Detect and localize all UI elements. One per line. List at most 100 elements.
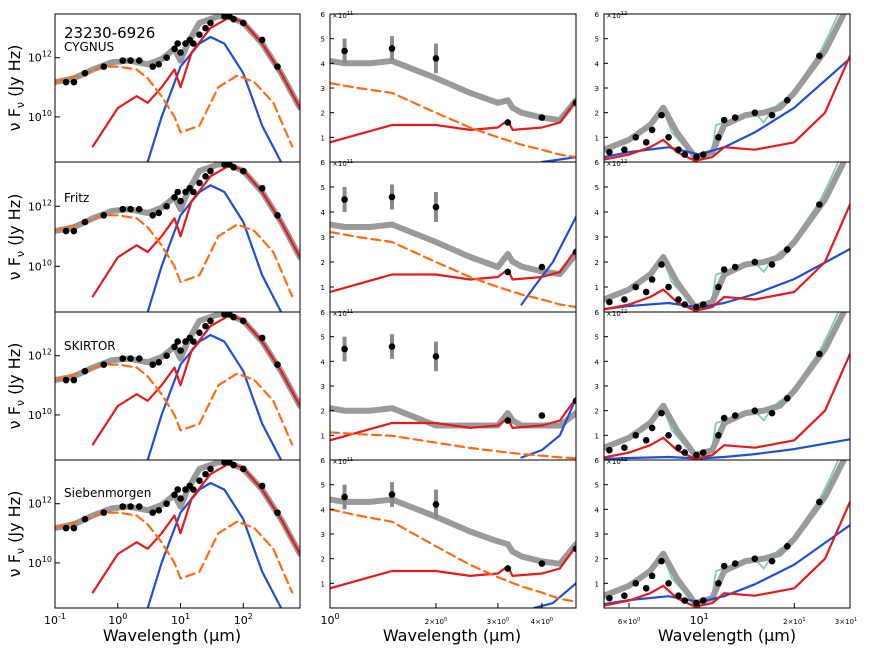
multiplier-label: ×1012 [606, 309, 627, 318]
data-point [119, 57, 127, 64]
y-tick-label: 1010 [28, 555, 52, 570]
data-point [632, 134, 640, 141]
data-point [149, 361, 156, 368]
data-point [127, 57, 134, 64]
multiplier-label: ×1012 [606, 457, 627, 466]
data-point [163, 500, 170, 508]
data-point [177, 495, 184, 502]
data-point [388, 491, 396, 498]
data-point [783, 543, 791, 550]
data-point [642, 436, 650, 444]
data-point [731, 560, 739, 567]
x-tick-label: 10-1 [44, 612, 66, 627]
data-point [675, 146, 682, 153]
data-point [388, 45, 396, 52]
data-point [230, 461, 237, 469]
panel-siebenmorgen-0 [55, 460, 300, 608]
data-point [221, 460, 228, 466]
data-point [163, 352, 170, 360]
data-point [240, 19, 247, 27]
data-point [135, 355, 143, 362]
data-point [388, 343, 396, 350]
data-point [174, 188, 181, 196]
data-point [174, 338, 181, 345]
y-tick-label: 3 [595, 85, 599, 93]
x-tick-label: 3×100 [487, 617, 509, 626]
y-tick-label: 5 [321, 36, 325, 44]
y-tick-label: 1 [595, 284, 599, 292]
series-agn-line [540, 156, 576, 162]
panel-frame [603, 13, 851, 163]
data-point [621, 592, 628, 599]
data-point [62, 376, 70, 384]
data-point [693, 451, 700, 459]
y-tick-label: 5 [321, 184, 325, 192]
y-tick-label: 2 [595, 259, 599, 267]
data-point [621, 296, 628, 303]
data-point [642, 288, 650, 296]
multiplier-label: ×1011 [332, 159, 353, 168]
data-point [155, 506, 163, 514]
data-point [693, 303, 700, 311]
y-tick-label: 4 [321, 358, 326, 366]
multiplier-label: ×1011 [332, 309, 353, 318]
data-point [693, 599, 700, 607]
data-point [258, 184, 266, 192]
data-point [606, 298, 613, 306]
series-total-line [330, 221, 576, 277]
data-point [341, 196, 348, 203]
data-point [715, 134, 722, 141]
data-point [538, 412, 546, 419]
data-point [62, 78, 70, 86]
x-tick-label: 101 [690, 612, 709, 627]
series-starburst-line [330, 99, 576, 144]
series-agn-line [146, 35, 283, 162]
data-point [171, 343, 178, 351]
y-tick-label: 1 [321, 284, 325, 292]
row-label-fritz: Fritz [64, 191, 89, 205]
data-point [504, 119, 512, 126]
series-starburst-line [604, 203, 850, 312]
data-point [240, 317, 247, 325]
panel-cygnus-0 [55, 14, 300, 162]
series-starburst-line [330, 248, 576, 294]
data-point [720, 116, 728, 124]
data-point [693, 153, 700, 161]
series-total-line [55, 460, 300, 557]
x-tick-label: 100 [320, 612, 339, 627]
data-point [632, 580, 640, 587]
data-point [155, 209, 163, 217]
data-point [202, 173, 209, 180]
y-tick-label: 1 [595, 580, 599, 588]
series-agn-line [146, 333, 283, 460]
data-point [207, 465, 214, 473]
y-tick-label: 2 [321, 556, 325, 564]
multiplier-label: ×1011 [332, 457, 353, 466]
data-point [196, 477, 203, 484]
data-point [221, 312, 228, 318]
data-point [230, 163, 237, 171]
row-label-siebenmorgen: Siebenmorgen [64, 486, 151, 500]
x-tick-label: 100 [108, 612, 127, 627]
series-agn-line [146, 184, 283, 312]
data-point [81, 69, 89, 77]
data-point [119, 355, 127, 362]
data-point [665, 283, 672, 291]
data-point [230, 15, 237, 23]
y-tick-label: 2 [595, 408, 599, 416]
data-point [100, 509, 108, 516]
data-point [190, 40, 197, 47]
xlabel-right: Wavelength (μm) [658, 626, 796, 645]
data-point [751, 109, 759, 116]
data-point [816, 498, 823, 506]
data-point [221, 14, 228, 20]
x-tick-label: 2×101 [783, 617, 805, 626]
y-tick-label: 1 [321, 580, 325, 588]
row-label-cygnus: CYGNUS [64, 40, 114, 54]
y-tick-label: 5 [321, 482, 325, 490]
series-host-line [330, 82, 576, 159]
data-point [816, 350, 823, 358]
data-point [751, 407, 759, 414]
y-tick-label: 2 [321, 408, 325, 416]
data-point [119, 205, 127, 213]
